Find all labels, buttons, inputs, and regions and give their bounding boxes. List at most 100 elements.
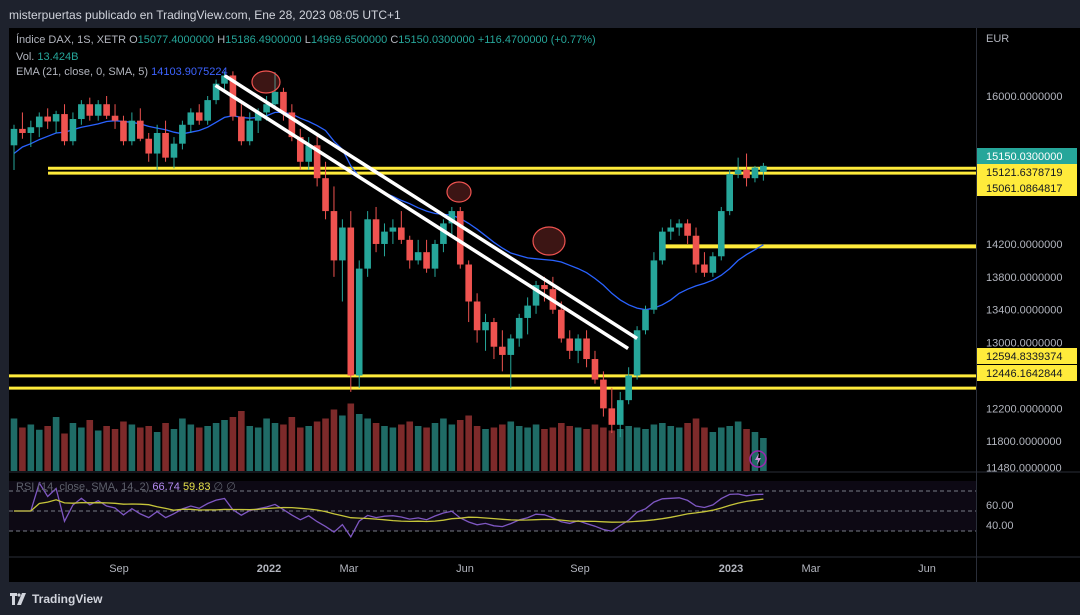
last-price-label: 15150.0300000 — [986, 151, 1062, 163]
chart-area[interactable] — [9, 28, 976, 582]
volume-bar — [659, 423, 666, 471]
volume-bar — [734, 421, 742, 471]
candle-body — [128, 120, 136, 142]
volume-bar — [423, 427, 430, 471]
candle-body — [195, 112, 203, 121]
level-label-bg — [977, 180, 1077, 196]
trendline-lower — [214, 83, 630, 350]
volume-bar — [238, 411, 245, 471]
volume-bar — [633, 427, 641, 471]
candle-body — [465, 264, 472, 302]
volume-bar — [263, 418, 270, 471]
candles — [10, 71, 767, 438]
candle-body — [254, 112, 262, 121]
volume-bar — [19, 427, 26, 471]
volume-bar — [667, 426, 675, 471]
candle-body — [271, 91, 279, 105]
trendline-channel — [214, 73, 639, 350]
volume-bar — [339, 415, 346, 471]
candle-body — [162, 132, 169, 158]
rsi-tick: 40.00 — [986, 520, 1014, 532]
volume-bar — [372, 423, 380, 471]
volume-bar — [566, 426, 574, 471]
candle-body — [633, 330, 641, 376]
candle-body — [372, 219, 380, 244]
candle-body — [684, 223, 691, 236]
candle-body — [490, 322, 498, 347]
volume-bar — [532, 424, 540, 471]
candle-body — [692, 235, 700, 265]
volume-bar — [406, 421, 414, 471]
time-tick: 2023 — [719, 563, 743, 575]
volume-bar — [440, 418, 447, 471]
candle-body — [709, 256, 717, 273]
legend-vol-key: Vol. — [16, 51, 35, 63]
candle-body — [288, 112, 296, 138]
legend-ema: EMA (21, close, 0, SMA, 5) 14103.9075224 — [16, 66, 228, 78]
legend-symbol: Índice DAX, 1S, XETR — [16, 34, 127, 46]
candle-body — [52, 114, 60, 122]
candle-body — [734, 169, 742, 175]
volume-bar — [583, 429, 590, 471]
candle-body — [212, 83, 220, 101]
volume-bar — [137, 427, 144, 471]
volume-bar — [128, 424, 136, 471]
candle-body — [515, 317, 523, 339]
lightning-icon — [749, 450, 767, 468]
rsi-line — [14, 481, 764, 539]
touch-circle — [251, 70, 281, 94]
candle-body — [524, 305, 531, 318]
volume-bar — [625, 426, 632, 471]
price-axis[interactable] — [976, 28, 1080, 582]
legend-rsi-ma: 59.83 — [182, 481, 211, 493]
volume-bar — [195, 427, 203, 471]
level-label: 12446.1642844 — [986, 368, 1062, 380]
rsi-tick: 60.00 — [986, 500, 1014, 512]
volume-bar — [381, 426, 388, 471]
trendline-upper — [223, 73, 639, 340]
volume-bar — [313, 421, 321, 471]
touch-circle — [532, 226, 566, 256]
candle-body — [296, 137, 304, 162]
volume-bar — [684, 423, 691, 471]
candle-body — [431, 243, 439, 269]
legend-rsi-value: 66.74 — [152, 481, 180, 493]
volume-bar — [44, 426, 51, 471]
candle-body — [347, 227, 355, 376]
rsi-ma-line — [14, 498, 764, 523]
candle-body — [532, 285, 540, 306]
volume-bar — [541, 429, 548, 471]
time-tick: Mar — [340, 563, 359, 575]
legend-volume: Vol. 13.424B — [16, 51, 78, 63]
candle-body — [423, 252, 430, 269]
candle-body — [238, 116, 245, 142]
time-tick: Jun — [456, 563, 474, 575]
price-tick: 11800.0000000 — [986, 436, 1062, 448]
volume-bar — [322, 418, 329, 471]
volume-bar — [490, 427, 498, 471]
volume-bar — [27, 424, 35, 471]
volume-bar — [414, 426, 422, 471]
candle-body — [381, 231, 388, 244]
rsi-pane — [9, 481, 976, 539]
candle-body — [650, 260, 658, 310]
volume-bar — [591, 424, 599, 471]
candle-body — [414, 252, 422, 261]
price-tick: 11480.0000000 — [986, 463, 1062, 475]
legend-rsi-n1: ∅ — [213, 481, 224, 493]
candle-body — [322, 178, 329, 212]
legend-ema-key: EMA (21, close, 0, SMA, 5) — [16, 66, 149, 78]
candle-body — [717, 211, 725, 257]
volume-bar — [254, 427, 262, 471]
volume-bar — [61, 433, 68, 471]
legend-open: 15077.4000000 — [137, 34, 215, 46]
legend-rsi-n2: ∅ — [226, 481, 236, 493]
candle-body — [751, 167, 759, 179]
level-label: 15121.6378719 — [986, 167, 1062, 179]
volume-bar — [717, 427, 725, 471]
candle-body — [179, 124, 186, 144]
candle-body — [659, 231, 666, 261]
candle-body — [313, 145, 321, 179]
volume-bar — [296, 427, 304, 471]
